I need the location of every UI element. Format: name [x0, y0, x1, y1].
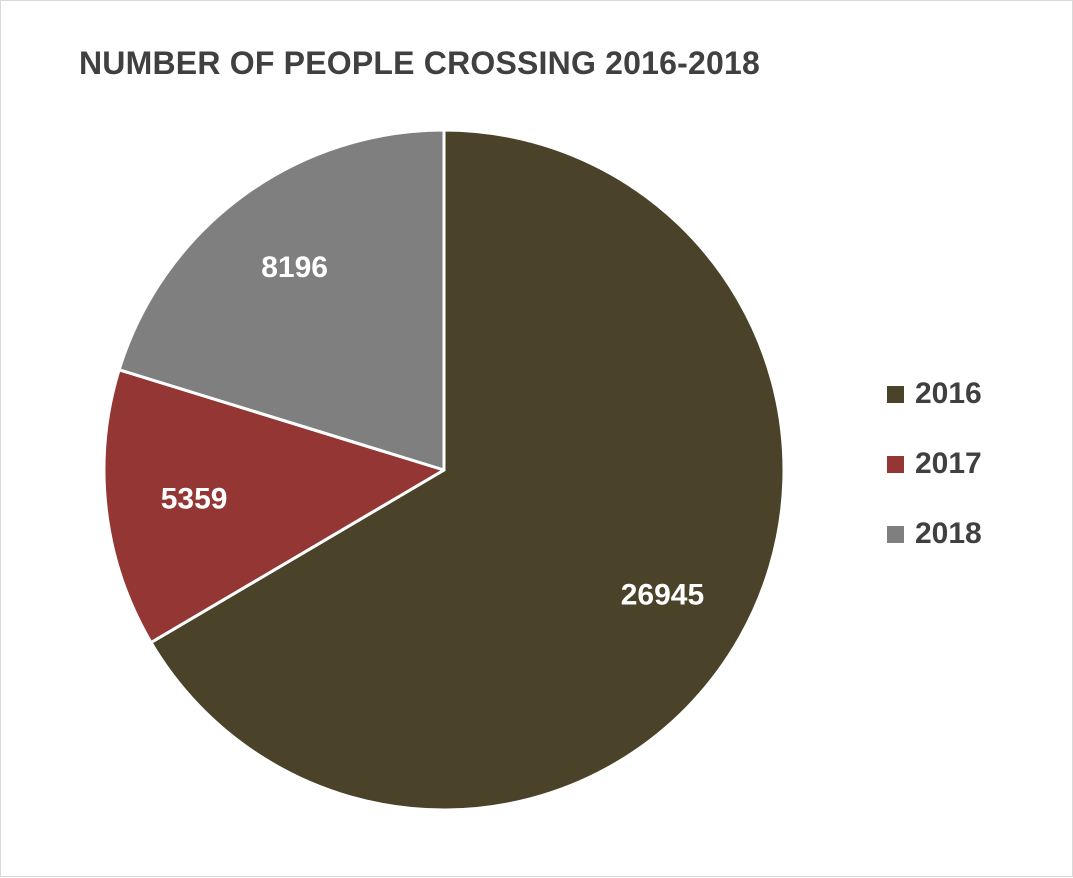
- pie-slice-2017: [102, 368, 446, 645]
- pie-slice-2016: [149, 128, 786, 812]
- legend-label-2018: 2018: [915, 517, 982, 550]
- pie-slice-2018: [117, 128, 446, 472]
- data-label-2017: 5359: [161, 483, 228, 516]
- legend-label-2017: 2017: [915, 447, 982, 480]
- legend-item-2016: 2016: [887, 359, 982, 429]
- legend-swatch-2018: [887, 525, 904, 543]
- data-label-2018: 8196: [261, 251, 328, 284]
- legend-item-2018: 2018: [887, 499, 982, 569]
- legend-swatch-2017: [887, 455, 904, 473]
- legend-item-2017: 2017: [887, 429, 982, 499]
- data-label-2016: 26945: [621, 578, 704, 611]
- legend-swatch-2016: [887, 385, 904, 403]
- chart-title: NUMBER OF PEOPLE CROSSING 2016-2018: [79, 45, 760, 81]
- legend: 2016 2017 2018: [887, 359, 982, 569]
- legend-label-2016: 2016: [915, 377, 982, 410]
